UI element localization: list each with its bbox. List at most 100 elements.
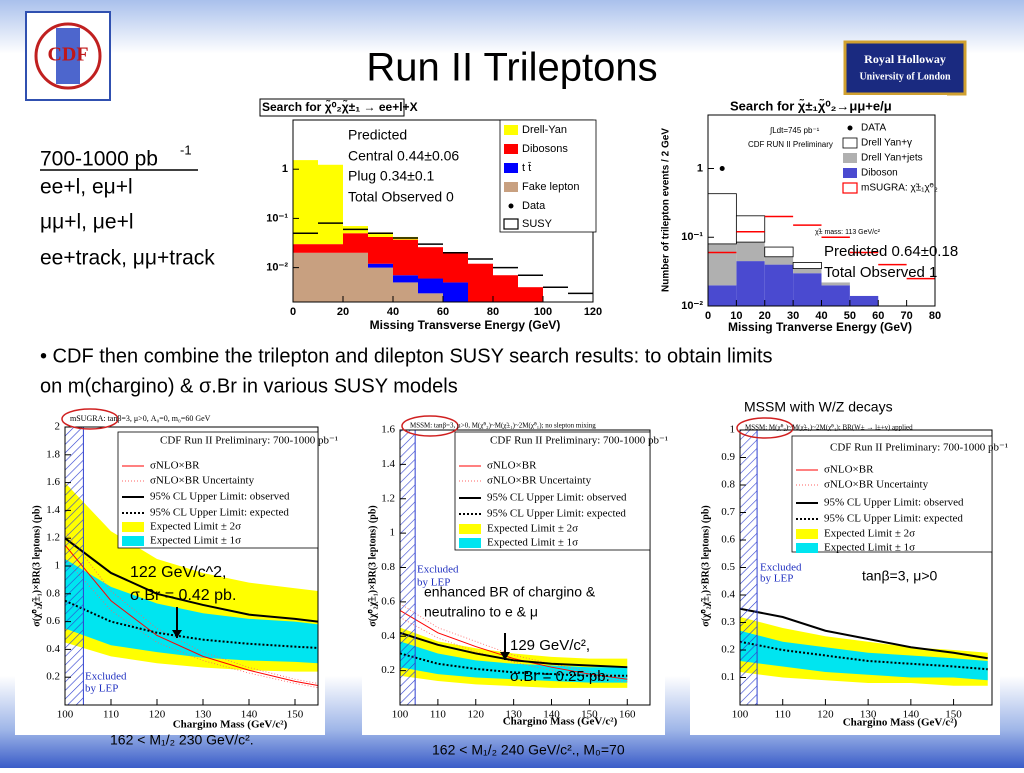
legend-label: 95% CL Upper Limit: expected (487, 508, 626, 520)
annotation: by LEP (760, 573, 793, 585)
bar (318, 164, 343, 245)
y-tick-label: 0.6 (381, 595, 395, 607)
x-tick-label: 40 (815, 310, 827, 322)
bar (443, 282, 468, 302)
bar (736, 242, 765, 262)
legend-label: σNLO×BR Uncertainty (150, 475, 255, 487)
bar (318, 252, 343, 302)
annotation: 129 GeV/c², (510, 637, 590, 654)
x-axis-label: Chargino Mass (GeV/c²) (503, 716, 618, 728)
plot: 0 10 20 30 40 50 60 70 80 1 10⁻¹ 10⁻² Search for χ̃±… (661, 98, 959, 334)
legend-swatch (122, 536, 144, 546)
limit-line (65, 544, 318, 687)
y-tick-label: 0.4 (721, 589, 735, 601)
legend-label: σNLO×BR Uncertainty (487, 475, 592, 487)
legend-swatch (122, 522, 144, 532)
footnote: 162 < M₁/₂ 230 GeV/c². (110, 732, 254, 748)
bar (793, 273, 822, 306)
legend-label: 95% CL Upper Limit: expected (150, 507, 289, 519)
y-tick-label: 1.2 (381, 492, 395, 504)
y-tick-label: 1.6 (381, 424, 395, 436)
y-axis-label: σ(χ̃⁰₂χ̃±₁)×BR(3 leptons) (pb) (700, 505, 711, 626)
legend-label: 95% CL Upper Limit: observed (487, 492, 627, 504)
annotation: Excluded (760, 562, 802, 574)
annotation: tanβ=3, μ>0 (862, 568, 937, 584)
bar (368, 263, 393, 268)
annotation: σ.Br = 0.42 pb. (130, 587, 236, 604)
annotation: Predicted (348, 127, 407, 143)
data-point (719, 165, 725, 171)
legend-swatch (843, 153, 857, 163)
x-axis-label: Missing Transverse Energy (GeV) (370, 318, 561, 332)
plot: 100 110 120 130 140 150 0.2 0.4 0.6 0.8 1 1.2 1.4 1.6… (31, 408, 338, 731)
y-tick-label: 0.4 (381, 630, 395, 642)
limit-line (65, 537, 318, 623)
y-tick-label: 0.2 (46, 671, 60, 683)
x-tick-label: 100 (534, 306, 552, 318)
legend-label: Diboson (861, 168, 898, 179)
y-tick-label: 0.6 (46, 615, 60, 627)
legend-label: σNLO×BR (150, 460, 200, 472)
y-tick-label: 1.8 (46, 448, 60, 460)
bar (764, 246, 794, 258)
x-tick-label: 150 (581, 709, 598, 721)
bar (368, 232, 393, 237)
y-tick-label: 10⁻² (681, 300, 703, 312)
legend-label: Expected Limit ± 1σ (150, 535, 241, 547)
y-tick-label: 1 (697, 162, 703, 174)
bar (293, 252, 318, 302)
plot-area (65, 482, 318, 689)
annotation: Excluded (85, 671, 127, 683)
annotation: ∫Ldt=745 pb⁻¹ (769, 126, 820, 135)
x-tick-label: 130 (505, 709, 522, 721)
uncertainty-line (65, 531, 318, 684)
legend-label: t t̄ (522, 162, 532, 174)
annotation: by LEP (85, 683, 118, 695)
x-tick-label: 110 (103, 709, 120, 721)
arrow-head (500, 652, 510, 660)
y-tick-label: 0.4 (46, 643, 60, 655)
legend-label: Expected Limit ± 1σ (487, 537, 578, 549)
legend-swatch (503, 218, 519, 230)
chart-header: MSSM: M(χ̃⁰₂)~M(χ̃±₁)~2M(χ̃⁰₁); BR(W± → … (745, 424, 913, 432)
legend-title: CDF Run II Preliminary: 700-1000 pb⁻¹ (830, 442, 1008, 454)
bar (368, 236, 393, 264)
legend-swatch (504, 144, 518, 154)
limit-line (740, 640, 988, 671)
y-tick-label: 10⁻¹ (681, 231, 703, 243)
annotation: enhanced BR of chargino & (424, 584, 596, 600)
logo-text: University of London (859, 71, 951, 82)
legend-label: mSUGRA: χ̃±₁χ̃⁰₂ (861, 183, 938, 194)
bar (821, 285, 850, 306)
channel: ee+track, μμ+track (40, 247, 215, 270)
y-tick-label: 1.4 (381, 458, 395, 470)
legend-label: Fake lepton (522, 181, 579, 193)
annotation: Total Observed 0 (348, 189, 454, 205)
legend-label: Expected Limit ± 2σ (487, 523, 578, 535)
legend-label: σNLO×BR (487, 460, 537, 472)
legend-label: σNLO×BR (824, 464, 874, 476)
legend-label: Drell-Yan (522, 124, 567, 136)
legend-box (454, 431, 651, 551)
bar (736, 261, 765, 306)
y-tick-label: 0.3 (721, 616, 735, 628)
legend-title: CDF Run II Preliminary: 700-1000 pb⁻¹ (160, 435, 338, 447)
plot-area (708, 165, 935, 306)
y-axis-label: σ(χ̃⁰₂χ̃±₁)×BR(3 leptons) (pb) (367, 505, 378, 626)
x-tick-label: 80 (929, 310, 941, 322)
bar (708, 193, 737, 245)
x-tick-label: 150 (945, 709, 962, 721)
x-tick-label: 110 (430, 709, 447, 721)
y-tick-label: 1 (282, 163, 288, 175)
legend-swatch (459, 524, 481, 534)
x-tick-label: 120 (149, 709, 166, 721)
x-tick-label: 70 (901, 310, 913, 322)
x-tick-label: 150 (287, 709, 304, 721)
slide-title: Run II Trileptons (366, 46, 657, 90)
x-tick-label: 60 (872, 310, 884, 322)
annotation: σ.Br = 0.25 pb. (510, 668, 610, 685)
title-box (259, 98, 405, 117)
y-tick-label: 10⁻¹ (266, 212, 288, 224)
x-tick-label: 60 (437, 306, 449, 318)
y-tick-label: 10⁻² (266, 262, 288, 274)
